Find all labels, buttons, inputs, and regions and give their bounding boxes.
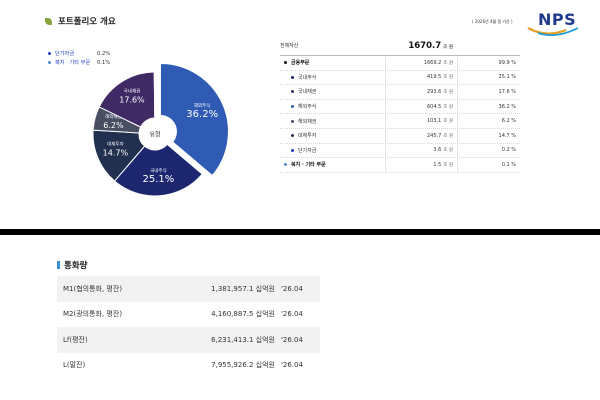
row-percent: 25.1 % xyxy=(457,70,520,85)
row-percent: 17.6 % xyxy=(457,85,520,99)
money-row: L(말잔) 7,955,926.2 십억원 '26.04 xyxy=(57,353,320,379)
money-name: M1(협의통화, 평잔) xyxy=(63,284,123,293)
row-label: 국내주식 xyxy=(280,74,385,81)
pie-slice-value: 6.2% xyxy=(103,121,124,130)
row-label: 국내채권 xyxy=(280,88,385,95)
table-row: 국내주식 419.5 조 원 25.1 % xyxy=(280,70,520,86)
logo-text: NPS xyxy=(538,10,577,29)
row-amount: 419.5 조 원 xyxy=(385,70,457,85)
money-header: 통화량 xyxy=(57,259,87,271)
legend-label: 복지 · 기타 부문 xyxy=(55,60,91,66)
money-value: 7,955,926.2 십억원 xyxy=(211,361,275,370)
row-bullet xyxy=(291,119,294,123)
nps-logo[interactable]: NPS xyxy=(526,10,582,37)
row-label: 해외주식 xyxy=(280,103,385,110)
money-name: L(말잔) xyxy=(63,361,86,370)
money-name: Lf(평잔) xyxy=(63,335,88,344)
pie-slice[interactable] xyxy=(153,71,156,119)
legend-value: 0.2% xyxy=(97,50,111,57)
table-row-total: 전체자산 1670.7 조 원 xyxy=(280,36,520,56)
table-row: 국내채권 293.6 조 원 17.6 % xyxy=(280,85,520,100)
row-bullet xyxy=(291,90,294,94)
leaf-icon xyxy=(45,17,52,25)
pie-slice-value: 25.1% xyxy=(142,174,174,185)
row-amount: 1.5 조 원 xyxy=(385,158,457,172)
pie-slice[interactable] xyxy=(159,62,229,177)
row-percent: 14.7 % xyxy=(457,128,520,143)
pie-slice-value: 17.6% xyxy=(119,96,145,105)
section-divider xyxy=(0,229,600,235)
row-label: 해외채권 xyxy=(280,118,385,125)
row-percent: 6.2 % xyxy=(457,114,520,128)
row-amount: 3.6 조 원 xyxy=(385,143,457,158)
table-row: 단기자금 3.6 조 원 0.2 % xyxy=(280,143,520,159)
table-row: 해외채권 103.1 조 원 6.2 % xyxy=(280,114,520,129)
row-amount: 245.7 조 원 xyxy=(385,128,457,143)
money-date: '26.04 xyxy=(281,335,303,344)
pie-legend: 단기자금 0.2% 복지 · 기타 부문 0.1% xyxy=(48,49,110,67)
row-label: 단기자금 xyxy=(280,147,385,154)
row-percent: 0.2 % xyxy=(457,143,520,158)
row-label: 금융부문 xyxy=(280,59,385,66)
legend-item: 단기자금 0.2% xyxy=(48,49,110,58)
row-label: 복지 · 기타 부문 xyxy=(280,161,385,168)
money-row: Lf(평잔) 6,231,413.1 십억원 '26.04 xyxy=(57,327,320,353)
row-bullet xyxy=(291,134,294,138)
money-value: 1,381,957.1 십억원 xyxy=(211,284,275,293)
legend-item: 복지 · 기타 부문 0.1% xyxy=(48,58,110,67)
legend-dot xyxy=(48,61,51,64)
money-value: 6,231,413.1 십억원 xyxy=(211,335,275,344)
money-value: 4,160,887.5 십억원 xyxy=(211,310,275,319)
row-bullet xyxy=(291,148,294,152)
row-amount: 103.1 조 원 xyxy=(385,114,457,128)
portfolio-overview-panel: 포트폴리오 개요 ( 2026년 4월 말 기준 ) NPS 단기자금 0.2%… xyxy=(45,10,582,221)
pie-slice-label: 해외주식 xyxy=(194,102,211,109)
pie-slice-value: 36.2% xyxy=(186,109,218,120)
row-percent: 0.1 % xyxy=(457,158,520,172)
money-row: M1(협의통화, 평잔) 1,381,957.1 십억원 '26.04 xyxy=(57,276,320,302)
pie-slice-label: 대체투자 xyxy=(107,141,124,148)
money-supply-panel xyxy=(0,235,600,400)
money-date: '26.04 xyxy=(281,361,303,370)
money-date: '26.04 xyxy=(281,284,303,293)
row-percent: 99.9 % xyxy=(457,56,520,70)
pie-center-label: 유형 xyxy=(149,131,160,139)
money-name: M2(광의통화, 평잔) xyxy=(63,310,123,319)
table-row: 복지 · 기타 부문 1.5 조 원 0.1 % xyxy=(280,158,520,173)
pie-slice-label: 국내주식 xyxy=(150,167,167,174)
logo-swoosh-icon xyxy=(527,27,579,37)
as-of-date: ( 2026년 4월 말 기준 ) xyxy=(472,19,513,24)
row-bullet xyxy=(284,163,287,167)
pie-slice-label: 해외채권 xyxy=(105,113,122,120)
pie-slice-value: 14.7% xyxy=(103,149,129,158)
section-header: 포트폴리오 개요 xyxy=(45,15,116,27)
pie-slice-label: 국내채권 xyxy=(124,88,141,95)
row-amount: 1669.2 조 원 xyxy=(385,56,457,70)
page-title: 포트폴리오 개요 xyxy=(58,17,116,27)
total-amount: 1670.7 조 원 xyxy=(408,40,453,51)
row-label: 대체투자 xyxy=(280,132,385,139)
row-bullet xyxy=(284,61,287,65)
legend-dot xyxy=(48,52,51,55)
row-amount: 604.5 조 원 xyxy=(385,99,457,114)
row-amount: 293.6 조 원 xyxy=(385,85,457,99)
row-bullet xyxy=(291,105,294,109)
table-row: 해외주식 604.5 조 원 36.2 % xyxy=(280,99,520,115)
legend-label: 단기자금 xyxy=(55,51,75,57)
pie-center xyxy=(139,118,171,150)
legend-value: 0.1% xyxy=(97,59,111,66)
table-row: 금융부문 1669.2 조 원 99.9 % xyxy=(280,56,520,71)
table-row: 대체투자 245.7 조 원 14.7 % xyxy=(280,128,520,144)
money-row: M2(광의통화, 평잔) 4,160,887.5 십억원 '26.04 xyxy=(57,302,320,328)
row-percent: 36.2 % xyxy=(457,99,520,114)
money-date: '26.04 xyxy=(281,310,303,319)
money-supply-table: M1(협의통화, 평잔) 1,381,957.1 십억원 '26.04 M2(광의통화… xyxy=(57,276,320,378)
row-bullet xyxy=(291,75,294,79)
asset-summary-table: 전체자산 1670.7 조 원 금융부문 1669.2 조 원 99.9 % 국내주식 41… xyxy=(280,36,520,173)
money-title: 통화량 xyxy=(64,261,88,271)
title-marker xyxy=(57,261,60,269)
total-label: 전체자산 xyxy=(280,43,299,49)
